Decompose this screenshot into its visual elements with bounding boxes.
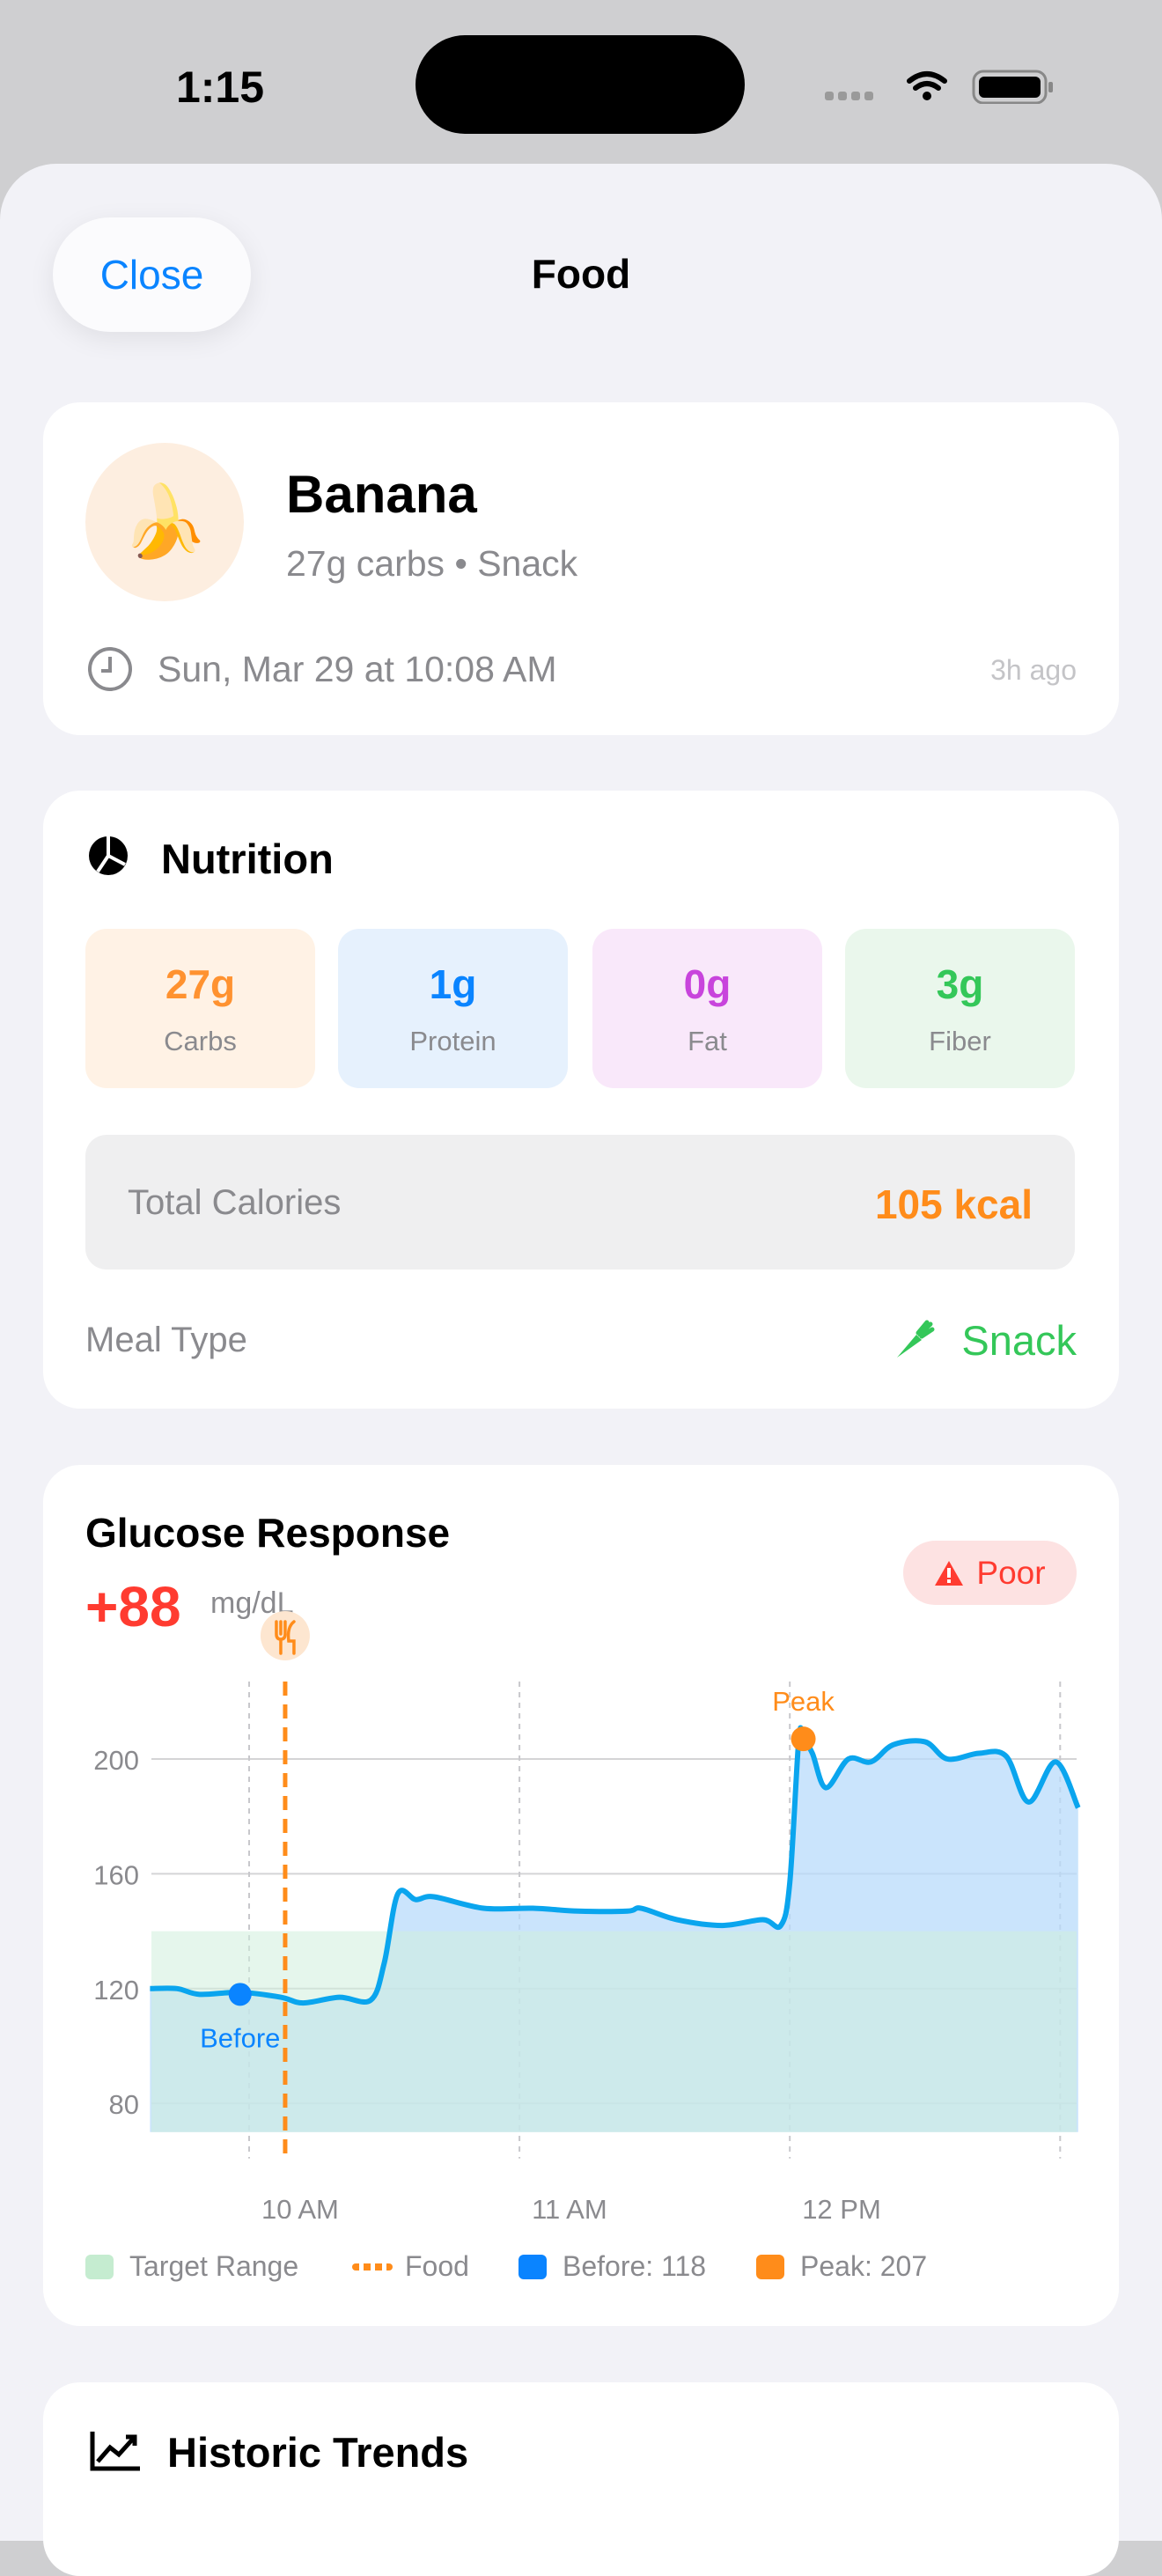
peak-label: Peak [772, 1686, 835, 1717]
carrot-icon [897, 1320, 935, 1358]
macro-tile-protein: 1g Protein [338, 929, 568, 1088]
legend-peak: Peak: 207 [756, 2250, 927, 2283]
rating-text: Poor [976, 1554, 1046, 1591]
y-tick-label: 160 [93, 1859, 139, 1890]
close-button[interactable]: Close [53, 217, 251, 332]
warning-icon [935, 1560, 964, 1586]
macro-value: 1g [429, 961, 477, 1007]
total-calories-value: 105 kcal [874, 1181, 1033, 1227]
peak-point [791, 1726, 816, 1752]
historic-trends-card: Historic Trends [43, 2382, 1119, 2576]
food-datetime: Sun, Mar 29 at 10:08 AM [158, 649, 557, 689]
pie-chart-icon [89, 836, 128, 875]
target-range-band [151, 1931, 1077, 2132]
relative-time: 3h ago [990, 654, 1077, 686]
trend-chart-icon [90, 2432, 140, 2471]
nav-title: Food [531, 251, 631, 297]
legend-label: Food [405, 2250, 469, 2282]
y-tick-label: 200 [93, 1745, 139, 1776]
macro-tile-fat: 0g Fat [592, 929, 822, 1088]
legend-label: Target Range [129, 2250, 299, 2282]
legend-food: Food [352, 2250, 469, 2283]
x-tick-label: 12 PM [802, 2194, 881, 2219]
legend-swatch [85, 2254, 114, 2279]
glucose-title: Glucose Response [85, 1510, 451, 1556]
legend-swatch [352, 2263, 393, 2271]
glucose-delta: +88 [85, 1575, 181, 1638]
fork-knife-icon [275, 1620, 296, 1655]
legend-label: Before: 118 [563, 2250, 707, 2282]
food-subtitle: 27g carbs • Snack [286, 543, 578, 584]
y-tick-label: 120 [93, 1975, 139, 2006]
macro-value: 27g [165, 961, 236, 1007]
nutrition-title: Nutrition [161, 835, 334, 882]
food-name: Banana [286, 465, 477, 524]
before-label: Before [200, 2022, 280, 2053]
food-summary-card: 🍌 Banana 27g carbs • Snack Sun, Mar 29 a… [43, 402, 1119, 735]
macro-label: Carbs [164, 1026, 237, 1056]
historic-trends-title: Historic Trends [167, 2429, 469, 2476]
nutrition-card: Nutrition 27g Carbs 1g Protein 0g Fat 3g Fiber … [43, 791, 1119, 1409]
y-tick-label: 80 [109, 2089, 139, 2120]
macro-label: Fat [688, 1026, 727, 1056]
wifi-icon [907, 71, 947, 91]
dynamic-island [416, 35, 745, 134]
legend-label: Peak: 207 [800, 2250, 928, 2282]
clock-icon [88, 647, 132, 691]
status-icons [825, 70, 1053, 104]
legend-before: Before: 118 [518, 2250, 706, 2283]
x-tick-label: 10 AM [261, 2194, 339, 2219]
status-time: 1:15 [175, 63, 265, 112]
legend-swatch [518, 2254, 547, 2279]
macro-tile-fiber: 3g Fiber [845, 929, 1075, 1088]
glucose-line [150, 1725, 1081, 2006]
macro-value: 0g [683, 961, 732, 1007]
total-calories-label: Total Calories [128, 1183, 342, 1222]
macro-tile-carbs: 27g Carbs [85, 929, 315, 1088]
cellular-icon [825, 92, 873, 100]
rating-badge: Poor [903, 1541, 1077, 1605]
macro-label: Protein [409, 1026, 496, 1056]
legend-target-range: Target Range [85, 2250, 298, 2283]
battery-icon [972, 70, 1053, 104]
legend-swatch [756, 2254, 784, 2279]
before-point [228, 1983, 252, 2006]
macro-value: 3g [936, 961, 984, 1007]
glucose-chart: 80 120 160 200 10 AM 11 AM 12 PM Before Peak [93, 1610, 1081, 2219]
macro-label: Fiber [929, 1026, 991, 1056]
food-emoji-avatar: 🍌 [85, 443, 244, 601]
x-tick-label: 11 AM [532, 2194, 607, 2219]
meal-type-value: Snack [961, 1317, 1077, 1364]
total-calories-box: Total Calories 105 kcal [85, 1135, 1075, 1270]
meal-type-label: Meal Type [85, 1321, 247, 1359]
